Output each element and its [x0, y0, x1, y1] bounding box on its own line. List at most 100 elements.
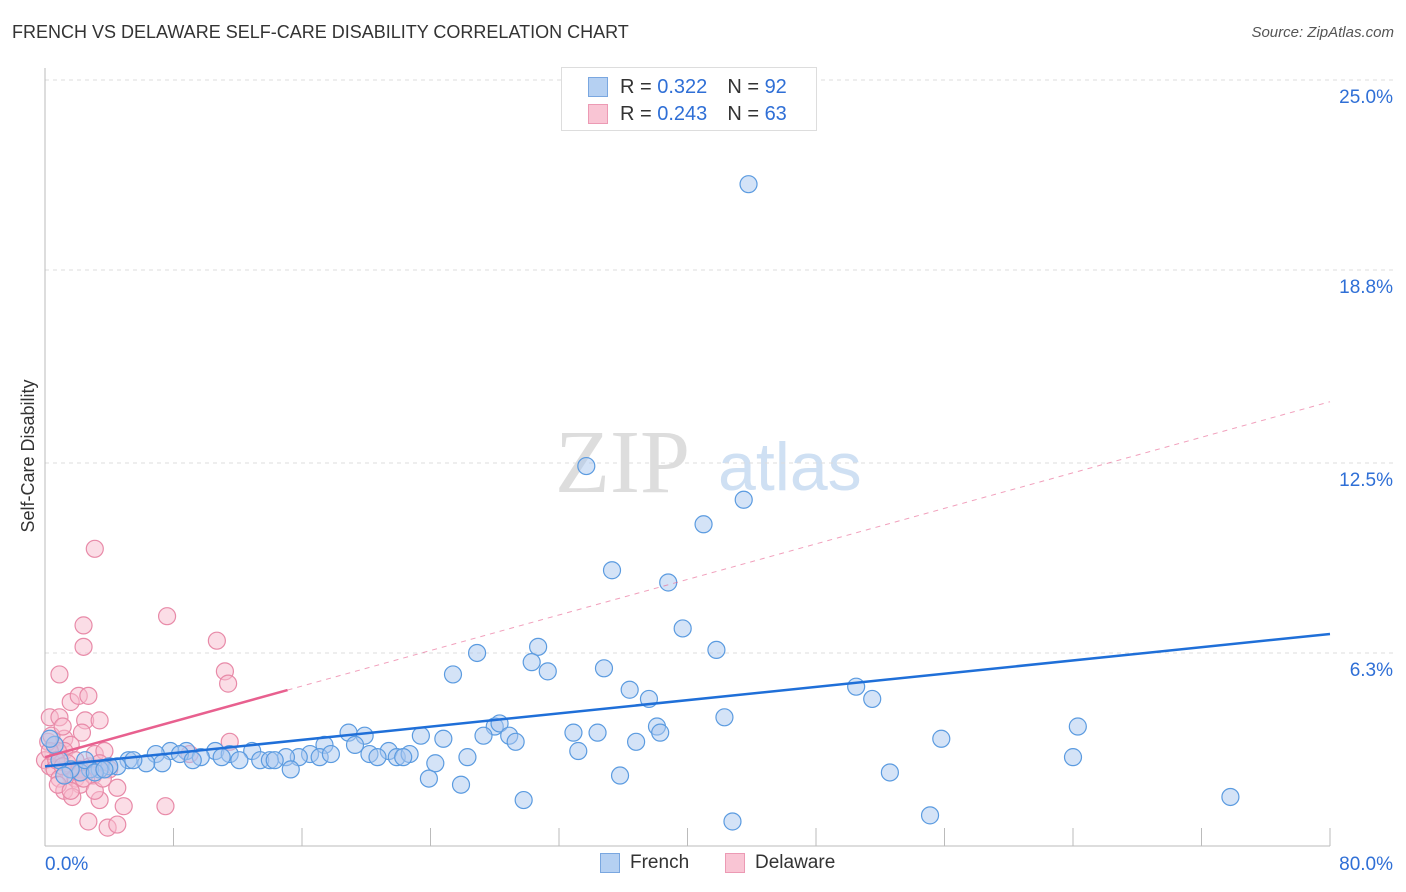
french-point [506, 732, 525, 751]
french-point [394, 748, 413, 767]
french-point [451, 775, 471, 794]
french-point [467, 643, 487, 663]
french-point [443, 665, 463, 684]
french-point [610, 766, 630, 785]
delaware-point [79, 812, 98, 831]
legend-row-delaware: R = 0.243 N = 63 [588, 102, 787, 126]
french-point [673, 619, 692, 638]
delaware-point [108, 778, 127, 797]
y-tick-label: 12.5% [1339, 470, 1393, 491]
french-point [124, 751, 143, 770]
chart-title: FRENCH VS DELAWARE SELF-CARE DISABILITY … [12, 22, 629, 42]
y-tick-label: 18.8% [1339, 277, 1393, 298]
french-point [411, 726, 430, 745]
french-point [265, 751, 284, 770]
delaware-swatch [725, 853, 745, 873]
french-point [538, 662, 557, 681]
french-point [458, 748, 477, 767]
y-tick-label: 6.3% [1350, 660, 1393, 681]
french-point [880, 763, 899, 782]
n-value: 92 [764, 75, 787, 98]
french-point [694, 515, 713, 534]
french-point [659, 573, 678, 592]
r-value: 0.243 [657, 102, 708, 125]
french-point [602, 561, 622, 580]
french-point [183, 751, 202, 770]
x-tick-label: 0.0% [45, 854, 88, 875]
stats-legend: R = 0.322 N = 92 R = 0.243 N = 63 [561, 67, 817, 131]
french-swatch [600, 853, 620, 873]
french-point [594, 659, 614, 678]
french-point [626, 732, 646, 751]
french-point [95, 760, 114, 779]
french-point [345, 735, 365, 754]
french-point [55, 766, 74, 785]
french-point [281, 760, 300, 779]
french-point [564, 723, 583, 742]
n-value: 63 [764, 102, 787, 125]
french-point [426, 754, 445, 773]
french-point [368, 748, 387, 767]
french-point [723, 812, 742, 831]
french-point [1063, 748, 1083, 767]
delaware-point [108, 815, 127, 834]
delaware-point [207, 631, 226, 650]
french-point [529, 637, 548, 656]
french-point [434, 729, 453, 748]
french-point [739, 175, 758, 194]
french-point [577, 456, 596, 476]
delaware-trend-extension [287, 401, 1331, 691]
r-value: 0.322 [657, 75, 708, 98]
french-point [920, 806, 940, 825]
n-label: N = [727, 102, 759, 125]
legend-label: French [630, 852, 690, 873]
delaware-point [219, 674, 238, 693]
french-point [847, 677, 866, 696]
delaware-point [74, 637, 93, 656]
delaware-trend-line [44, 688, 288, 759]
legend-item-delaware: Delaware [725, 852, 835, 874]
french-point [1221, 787, 1240, 807]
french-point [620, 680, 639, 699]
french-point [863, 689, 882, 709]
french-point [734, 490, 753, 509]
french-point [522, 653, 541, 672]
legend-row-french: R = 0.322 N = 92 [588, 75, 787, 99]
french-point [588, 723, 607, 742]
delaware-point [90, 711, 109, 730]
french-point [40, 729, 59, 748]
r-label: R = [620, 102, 652, 125]
french-point [153, 754, 172, 773]
delaware-point [156, 797, 175, 816]
french-point [569, 741, 588, 761]
legend-item-french: French [600, 852, 689, 874]
french-point [715, 708, 734, 727]
french-point [651, 723, 670, 742]
french-point [419, 769, 438, 788]
n-label: N = [727, 75, 759, 98]
r-label: R = [620, 75, 652, 98]
french-point [514, 790, 533, 810]
legend-label: Delaware [755, 852, 836, 873]
delaware-point [157, 607, 177, 626]
delaware-point [50, 665, 69, 684]
french-point [212, 748, 231, 767]
delaware-point [114, 797, 133, 816]
delaware-point [79, 686, 98, 705]
french-point [932, 729, 951, 748]
delaware-point [72, 723, 92, 742]
french-swatch [588, 77, 608, 97]
french-point [1068, 717, 1087, 736]
y-tick-label: 25.0% [1339, 87, 1393, 108]
delaware-point [85, 539, 104, 558]
french-point [321, 744, 341, 764]
french-point [707, 640, 726, 660]
y-axis-label: Self-Care Disability [18, 379, 38, 532]
french-point [474, 726, 493, 745]
delaware-swatch [588, 104, 608, 124]
source-label: Source: ZipAtlas.com [1251, 24, 1394, 41]
french-point [230, 751, 249, 770]
delaware-point [53, 717, 72, 736]
